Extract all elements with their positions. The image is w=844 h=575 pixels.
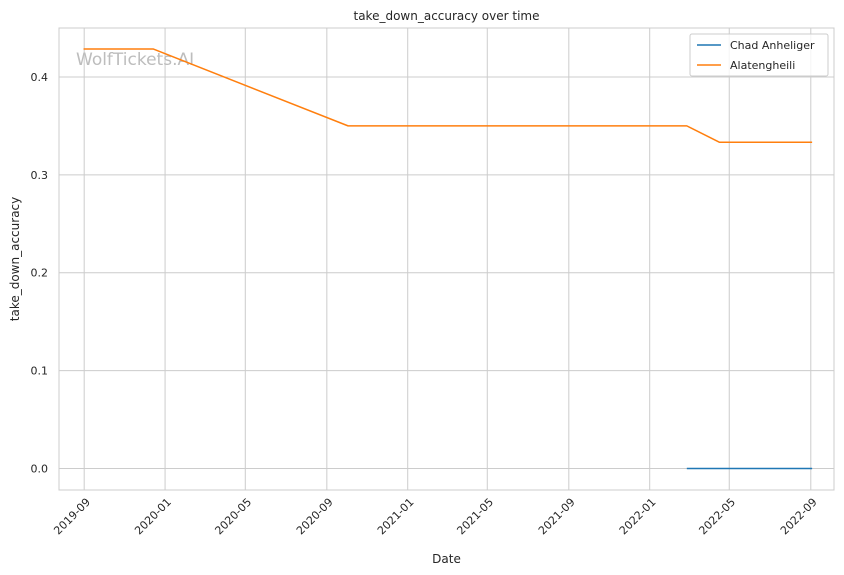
legend: Chad Anheliger Alatengheili (689, 33, 829, 77)
legend-box (689, 33, 829, 77)
plot-background (59, 28, 834, 490)
x-tick-label: 2021-09 (536, 496, 578, 538)
x-tick-label: 2022-05 (696, 496, 738, 538)
x-axis-ticks: 2019-09 2020-01 2020-05 2020-09 2021-01 2021-… (51, 496, 819, 538)
x-tick-label: 2021-01 (375, 496, 417, 538)
plot-frame (58, 27, 835, 491)
x-axis-label: Date (432, 552, 461, 566)
x-tick-label: 2020-05 (212, 496, 254, 538)
watermark: WolfTickets.AI (76, 50, 194, 70)
x-tick-label: 2022-01 (617, 496, 659, 538)
x-tick-label: 2019-09 (51, 496, 93, 538)
legend-label: Chad Anheliger (730, 39, 815, 52)
y-tick-label: 0.3 (31, 169, 49, 182)
y-tick-label: 0.0 (31, 462, 49, 475)
x-tick-label: 2020-01 (132, 496, 174, 538)
legend-label: Alatengheili (730, 59, 795, 72)
x-tick-label: 2022-09 (778, 496, 820, 538)
series-line-2 (83, 48, 813, 143)
series-layer (83, 48, 813, 470)
y-axis-ticks: 0.0 0.1 0.2 0.3 0.4 (31, 71, 49, 476)
y-tick-label: 0.2 (31, 267, 49, 280)
chart-title: take_down_accuracy over time (354, 9, 540, 23)
x-tick-label: 2020-09 (294, 496, 336, 538)
y-axis-label: take_down_accuracy (8, 197, 22, 321)
x-tick-label: 2021-05 (454, 496, 496, 538)
y-tick-label: 0.1 (31, 365, 49, 378)
grid (59, 28, 834, 490)
y-tick-label: 0.4 (31, 71, 49, 84)
